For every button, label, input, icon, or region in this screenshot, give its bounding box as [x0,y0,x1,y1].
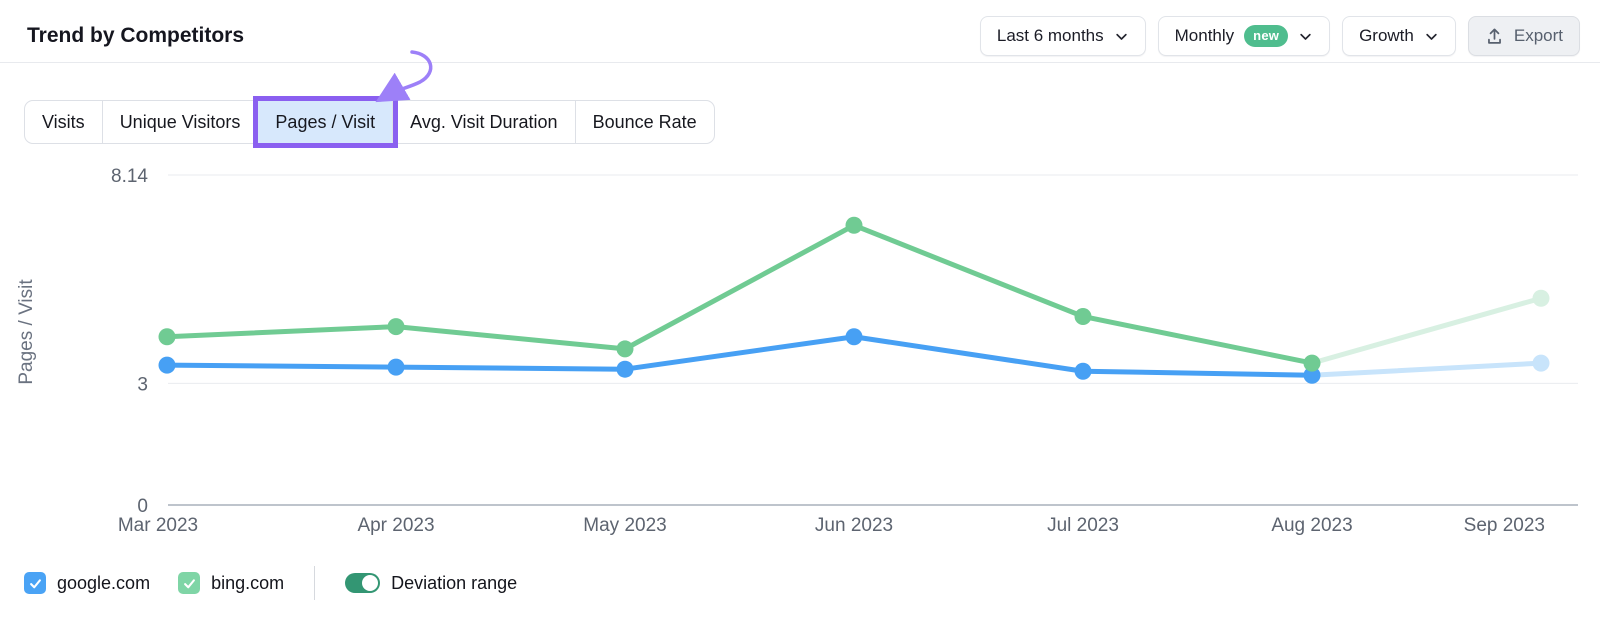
checked-checkbox-icon[interactable] [24,572,46,594]
svg-text:Mar 2023: Mar 2023 [118,515,198,536]
deviation-range-toggle[interactable]: Deviation range [345,573,517,594]
annotation-arrow-icon [375,50,433,103]
tab-label: Bounce Rate [592,111,697,132]
svg-text:Aug 2023: Aug 2023 [1271,515,1352,536]
tab-bounce-rate[interactable]: Bounce Rate [576,101,714,143]
svg-text:Jun 2023: Jun 2023 [815,515,893,536]
header-controls: Last 6 months Monthly new Growth E [979,16,1580,56]
svg-text:3: 3 [137,374,148,395]
new-badge: new [1244,25,1289,47]
trend-chart: 8.14 3 0 Mar 2023 Apr 2023 May 2023 Jun 2023 Ju… [0,150,1600,550]
tab-avg-visit-duration[interactable]: Avg. Visit Duration [393,101,576,143]
svg-text:Sep 2023: Sep 2023 [1464,515,1545,536]
checked-checkbox-icon[interactable] [178,572,201,594]
panel-header: Trend by Competitors Last 6 months Month… [0,0,1600,60]
legend-label-google: google.com [57,572,151,593]
tab-visits[interactable]: Visits [25,101,103,143]
legend-label-bing: bing.com [211,572,285,593]
chevron-down-icon [1114,29,1129,44]
toggle-label: Deviation range [391,572,518,593]
tab-unique-visitors[interactable]: Unique Visitors [103,101,259,143]
tab-label: Pages / Visit [275,111,376,132]
chart-legend: google.com bing.com Deviation range [24,566,517,600]
chevron-down-icon [1424,29,1439,44]
tab-label: Unique Visitors [119,111,241,132]
legend-item-google[interactable]: google.com [24,572,150,594]
metric-mode-dropdown[interactable]: Growth [1342,16,1456,56]
svg-text:Pages / Visit: Pages / Visit [16,279,37,385]
export-button[interactable]: Export [1467,16,1580,56]
granularity-value: Monthly [1174,26,1235,45]
date-range-dropdown[interactable]: Last 6 months [979,16,1146,56]
svg-text:8.14: 8.14 [111,166,148,187]
svg-text:Jul 2023: Jul 2023 [1047,515,1119,536]
svg-text:0: 0 [137,496,148,517]
svg-text:May 2023: May 2023 [583,515,666,536]
date-range-value: Last 6 months [996,26,1104,45]
page-title: Trend by Competitors [27,24,245,47]
legend-item-bing[interactable]: bing.com [178,572,284,594]
tab-pages-per-visit[interactable]: Pages / Visit [253,96,399,148]
granularity-dropdown[interactable]: Monthly new [1157,16,1331,56]
tab-label: Visits [42,111,85,132]
tab-label: Avg. Visit Duration [410,111,558,132]
header-divider [0,62,1600,63]
metric-tabs: Visits Unique Visitors Pages / Visit Avg… [24,96,715,148]
legend-divider [314,566,316,600]
toggle-on-icon[interactable] [345,573,381,593]
export-icon [1485,27,1504,46]
svg-text:Apr 2023: Apr 2023 [357,515,434,536]
metric-mode-value: Growth [1359,26,1414,45]
export-label: Export [1513,26,1563,45]
chevron-down-icon [1298,29,1313,44]
